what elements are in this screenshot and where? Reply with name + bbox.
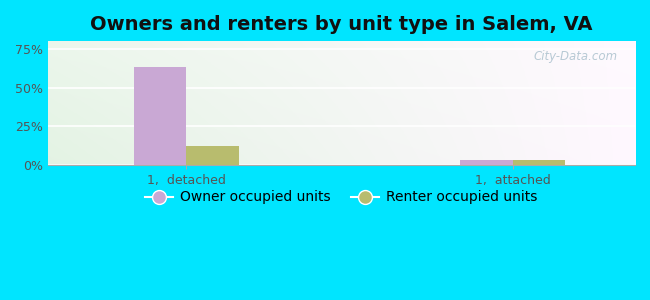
Text: City-Data.com: City-Data.com: [533, 50, 618, 63]
Bar: [187, 146, 239, 165]
Title: Owners and renters by unit type in Salem, VA: Owners and renters by unit type in Salem…: [90, 15, 593, 34]
Legend: Owner occupied units, Renter occupied units: Owner occupied units, Renter occupied un…: [140, 185, 543, 210]
Bar: [135, 68, 187, 165]
Bar: [460, 160, 513, 165]
Bar: [513, 160, 565, 165]
